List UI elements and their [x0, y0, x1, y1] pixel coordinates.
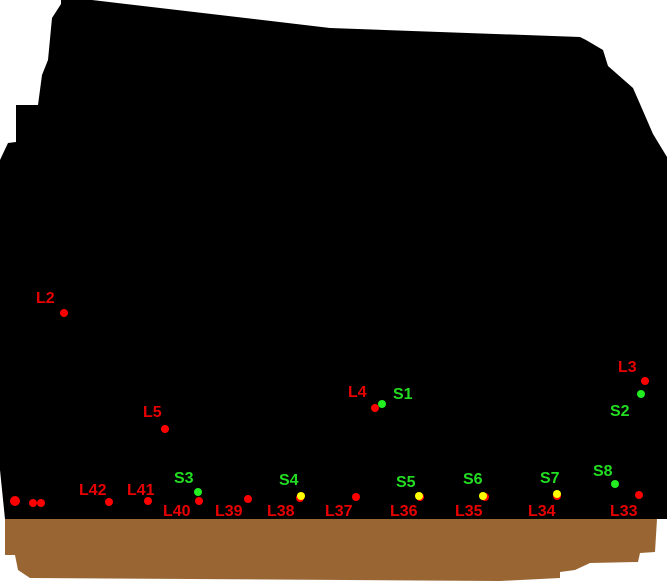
- station-marker-s6: [479, 492, 487, 500]
- landmark-marker-l33: [635, 491, 643, 499]
- station-label-s4: S4: [279, 472, 299, 489]
- landmark-marker-l41: [144, 497, 152, 505]
- landmark-label-l2: L2: [36, 290, 55, 307]
- station-label-s6: S6: [463, 471, 483, 488]
- station-label-s7: S7: [540, 470, 560, 487]
- station-label-s2: S2: [610, 403, 630, 420]
- landmark-label-l4: L4: [348, 384, 367, 401]
- landmark-label-l34: L34: [528, 503, 556, 520]
- landmark-label-l38: L38: [267, 503, 295, 520]
- explored-area: [0, 0, 667, 519]
- station-label-s1: S1: [393, 386, 413, 403]
- landmark-label-l35: L35: [455, 503, 483, 520]
- station-marker-s7: [553, 490, 561, 498]
- landmark-marker-l2: [60, 309, 68, 317]
- landmark-label-l40: L40: [163, 503, 191, 520]
- landmark-marker-l40: [195, 497, 203, 505]
- landmark-marker-l5: [161, 425, 169, 433]
- landmark-label-l5: L5: [143, 404, 162, 421]
- landmark-marker-l37: [352, 493, 360, 501]
- landmark-marker: [37, 499, 45, 507]
- landmark-label-l42: L42: [79, 482, 107, 499]
- station-label-s5: S5: [396, 474, 416, 491]
- landmark-label-l39: L39: [215, 503, 243, 520]
- landmark-marker-l3: [641, 377, 649, 385]
- landmark-marker: [10, 496, 20, 506]
- station-marker-s8: [611, 480, 619, 488]
- landmark-marker-l39: [244, 495, 252, 503]
- landmark-marker: [29, 499, 37, 507]
- station-marker-s4: [297, 492, 305, 500]
- station-marker-s1: [378, 400, 386, 408]
- landmark-marker-l4: [371, 404, 379, 412]
- landmark-label-l33: L33: [610, 503, 638, 520]
- station-marker-s2: [637, 390, 645, 398]
- station-marker-s5: [415, 492, 423, 500]
- landmark-marker-l42: [105, 498, 113, 506]
- station-marker-s3: [194, 488, 202, 496]
- ground-area: [5, 519, 657, 581]
- station-label-s3: S3: [174, 470, 194, 487]
- landmark-label-l37: L37: [325, 503, 353, 520]
- station-label-s8: S8: [593, 463, 613, 480]
- landmark-label-l41: L41: [127, 482, 155, 499]
- landmark-label-l36: L36: [390, 503, 418, 520]
- landmark-label-l3: L3: [618, 359, 637, 376]
